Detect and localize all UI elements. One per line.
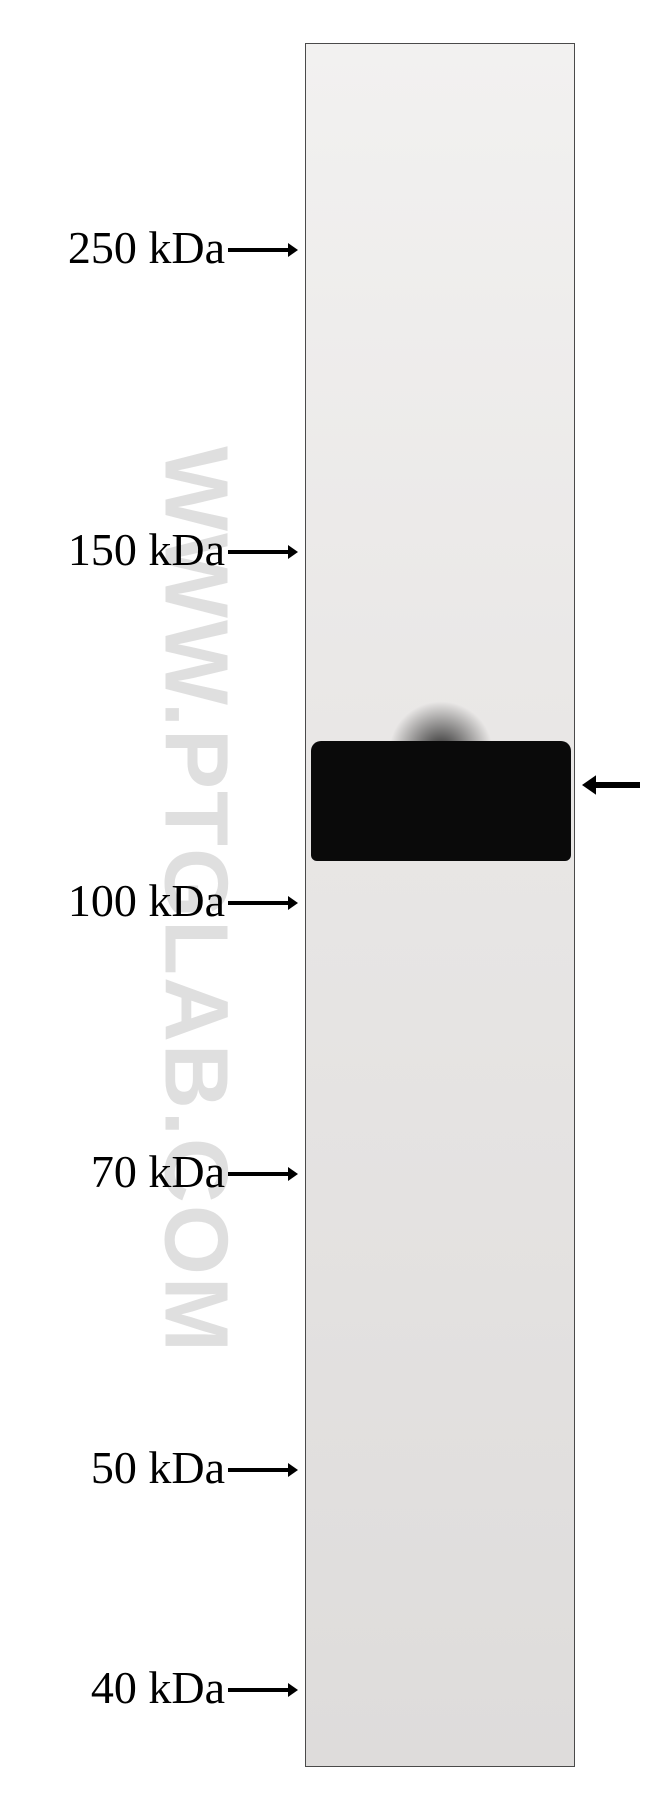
mw-marker-arrow bbox=[228, 1456, 312, 1484]
protein-band bbox=[311, 741, 571, 861]
mw-marker-label: 50 kDa bbox=[91, 1441, 225, 1494]
mw-marker-label: 70 kDa bbox=[91, 1145, 225, 1198]
mw-marker-label: 40 kDa bbox=[91, 1661, 225, 1714]
mw-marker-arrow bbox=[228, 1160, 312, 1188]
mw-marker-label: 150 kDa bbox=[68, 523, 225, 576]
mw-marker-arrow bbox=[228, 889, 312, 917]
mw-marker-label: 250 kDa bbox=[68, 221, 225, 274]
band-indicator-arrow bbox=[580, 766, 650, 804]
mw-marker-arrow bbox=[228, 1676, 312, 1704]
mw-marker-label: 100 kDa bbox=[68, 874, 225, 927]
blot-lane bbox=[305, 43, 575, 1767]
mw-marker-arrow bbox=[228, 538, 312, 566]
mw-marker-arrow bbox=[228, 236, 312, 264]
blot-figure: WWW.PTGLAB.COM 250 kDa 150 kDa 100 kDa 7… bbox=[0, 0, 650, 1803]
